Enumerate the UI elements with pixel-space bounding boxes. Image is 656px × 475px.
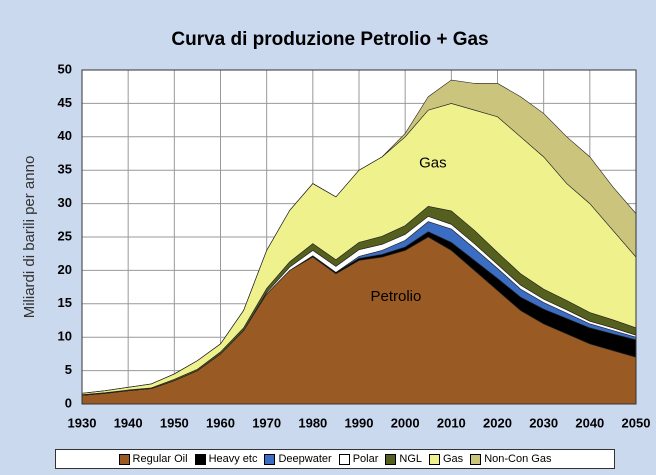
x-tick-label: 2050 — [622, 415, 651, 430]
annotation: Petrolio — [371, 288, 422, 305]
plot-border — [81, 69, 637, 405]
legend-label: Polar — [352, 453, 379, 465]
y-tick-label: 45 — [58, 95, 72, 110]
x-tick-label: 1990 — [345, 415, 374, 430]
legend-swatch — [338, 453, 350, 465]
legend-label: Gas — [443, 453, 464, 465]
legend-label: Regular Oil — [132, 453, 188, 465]
y-tick-label: 0 — [65, 395, 72, 410]
x-tick-label: 1960 — [206, 415, 235, 430]
legend-item: Deepwater — [264, 453, 332, 465]
y-axis-label: Miliardi di barili per anno — [21, 156, 38, 319]
legend: Regular Oil Heavy etc Deepwater Polar NGL Gas… — [55, 449, 615, 469]
x-tick-label: 1930 — [68, 415, 97, 430]
y-tick-label: 35 — [58, 162, 72, 177]
y-tick-label: 15 — [58, 295, 72, 310]
legend-swatch — [385, 453, 397, 465]
x-tick-label: 2000 — [391, 415, 420, 430]
x-tick-label: 1970 — [252, 415, 281, 430]
y-tick-label: 10 — [58, 329, 72, 344]
y-tick-label: 5 — [65, 362, 72, 377]
legend-label: Deepwater — [278, 453, 332, 465]
legend-item: Polar — [338, 453, 379, 465]
chart: Curva di produzione Petrolio + Gas Milia… — [21, 29, 651, 430]
legend-swatch — [264, 453, 276, 465]
legend-item: Non-Con Gas — [470, 453, 551, 465]
chart-title: Curva di produzione Petrolio + Gas — [171, 29, 488, 50]
x-tick-label: 1940 — [114, 415, 143, 430]
legend-label: Heavy etc — [208, 453, 258, 465]
x-tick-label: 1980 — [298, 415, 327, 430]
y-tick-label: 30 — [58, 195, 72, 210]
legend-label: NGL — [399, 453, 422, 465]
x-tick-label: 2010 — [437, 415, 466, 430]
y-tick-label: 20 — [58, 262, 72, 277]
legend-swatch — [194, 453, 206, 465]
legend-item: NGL — [385, 453, 422, 465]
x-tick-label: 2030 — [529, 415, 558, 430]
x-tick-label: 1950 — [160, 415, 189, 430]
legend-swatch — [118, 453, 130, 465]
legend-swatch — [429, 453, 440, 465]
legend-item: Regular Oil — [118, 453, 188, 465]
y-tick-label: 50 — [58, 61, 72, 76]
x-tick-label: 2040 — [575, 415, 604, 430]
legend-swatch — [470, 453, 482, 465]
y-tick-label: 40 — [58, 128, 72, 143]
x-tick-label: 2020 — [483, 415, 512, 430]
legend-item: Gas — [429, 453, 463, 465]
legend-label: Non-Con Gas — [484, 453, 552, 465]
annotation: Gas — [419, 154, 447, 171]
legend-item: Heavy etc — [194, 453, 258, 465]
y-tick-label: 25 — [58, 228, 72, 243]
